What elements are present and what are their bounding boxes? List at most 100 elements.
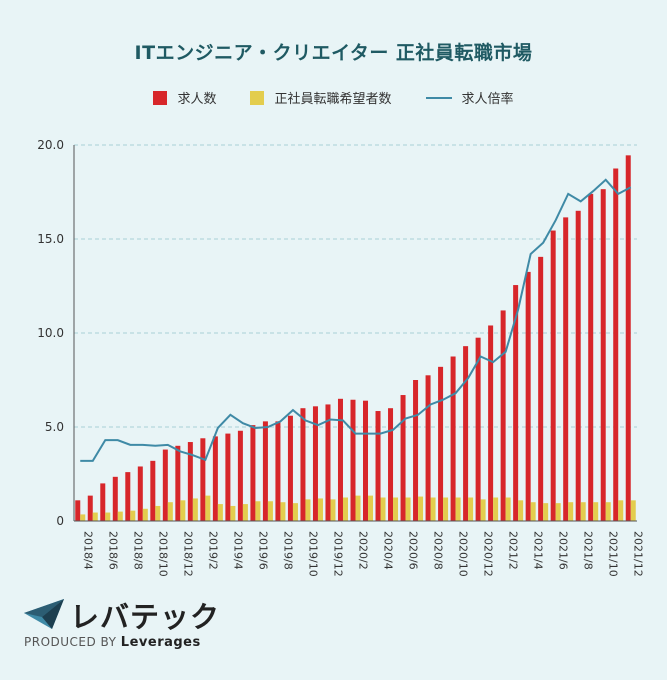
company-name: Leverages [120, 635, 201, 650]
x-tick-label: 2018/10 [156, 531, 169, 577]
bar-job-openings [125, 472, 131, 521]
bar-applicants [217, 504, 223, 521]
bar-applicants [605, 502, 611, 521]
bar-job-openings [87, 495, 93, 521]
chart-plot: 20.0 15.0 10.0 5.0 0 2018/4 2018/6 2018/8 2018/1… [37, 138, 645, 577]
x-tick-label: 2021/2 [507, 531, 520, 570]
bar-applicants [292, 503, 298, 521]
bar-job-openings [162, 449, 168, 521]
x-tick-label: 2018/6 [106, 531, 119, 570]
bar-applicants [468, 497, 474, 521]
legend-swatch-applicants [250, 90, 265, 105]
x-tick-label: 2020/2 [357, 531, 370, 570]
bar-applicants [543, 503, 549, 521]
bar-job-openings [187, 442, 193, 521]
bar-job-openings [275, 421, 281, 521]
legend-label-applicants: 正社員転職希望者数 [274, 92, 392, 107]
bar-applicants [142, 508, 148, 521]
x-tick-label: 2019/8 [281, 531, 294, 570]
x-tick-label: 2020/12 [482, 531, 495, 577]
bar-job-openings [337, 398, 343, 521]
bar-job-openings [312, 406, 318, 521]
bar-job-openings [388, 408, 394, 521]
bar-job-openings [175, 445, 181, 521]
bar-job-openings [575, 210, 581, 522]
bar-job-openings [225, 433, 231, 521]
x-tick-label: 2021/8 [582, 531, 595, 570]
legend-swatch-ratio [425, 96, 452, 99]
produced-by: PRODUCED BY Leverages [24, 635, 201, 650]
bar-job-openings [200, 438, 206, 521]
bar-applicants [255, 501, 261, 521]
bar-job-openings [500, 310, 506, 521]
bar-applicants [280, 502, 286, 521]
bar-job-openings [488, 325, 494, 521]
bar-job-openings [212, 436, 218, 521]
legend-item-ratio: 求人倍率 [425, 88, 514, 107]
bar-job-openings [588, 193, 594, 521]
x-tick-label: 2019/10 [306, 531, 319, 577]
bar-applicants [430, 497, 436, 521]
bar-applicants [330, 499, 336, 521]
x-tick-label: 2021/4 [532, 531, 545, 570]
x-tick-label: 2018/8 [131, 531, 144, 570]
bar-applicants [405, 497, 411, 521]
bar-applicants [342, 497, 348, 521]
bar-applicants [192, 498, 198, 521]
bar-job-openings [250, 425, 256, 521]
bar-applicants [418, 496, 424, 521]
bar-applicants [167, 502, 173, 521]
bar-applicants [618, 500, 624, 521]
bar-job-openings [100, 483, 106, 521]
y-tick-label: 20.0 [37, 138, 64, 152]
bar-applicants [242, 504, 248, 521]
bar-job-openings [363, 400, 369, 521]
x-tick-label: 2019/2 [206, 531, 219, 570]
bar-job-openings [287, 415, 293, 521]
x-tick-label: 2021/12 [632, 531, 645, 577]
bar-applicants [317, 498, 323, 521]
bar-job-openings [600, 189, 606, 521]
bar-job-openings [413, 380, 419, 521]
chart-title: ITエンジニア・クリエイター 正社員転職市場 [134, 42, 533, 64]
bar-applicants [92, 512, 98, 521]
bar-job-openings [475, 337, 481, 521]
bar-job-openings [525, 271, 531, 521]
x-tick-label: 2019/4 [231, 531, 244, 570]
bar-job-openings [75, 500, 81, 521]
y-tick-label: 10.0 [37, 326, 64, 340]
x-tick-label: 2020/4 [382, 531, 395, 570]
bar-applicants [480, 499, 486, 521]
line-ratio [80, 178, 632, 462]
bar-job-openings [137, 466, 143, 521]
bar-applicants [305, 499, 311, 521]
produced-by-label: PRODUCED BY [24, 635, 117, 649]
legend-label-ratio: 求人倍率 [461, 92, 514, 107]
bar-applicants [267, 501, 273, 521]
bar-job-openings [400, 395, 406, 521]
bar-job-openings [300, 408, 306, 521]
leverages-logo-icon [24, 599, 64, 629]
bar-applicants [555, 503, 561, 521]
legend-item-openings: 求人数 [153, 88, 216, 107]
bar-applicants [530, 502, 536, 521]
brand-name: レバテック [70, 600, 221, 634]
bar-job-openings [425, 375, 431, 521]
legend-label-openings: 求人数 [177, 92, 217, 107]
bar-applicants [355, 495, 361, 521]
bar-job-openings [463, 346, 469, 521]
bar-job-openings [237, 430, 243, 521]
bar-applicants [80, 514, 86, 521]
bar-applicants [505, 497, 511, 521]
bar-applicants [155, 505, 161, 521]
legend-item-applicants: 正社員転職希望者数 [250, 88, 392, 107]
bar-job-openings [438, 366, 444, 521]
bar-applicants [518, 500, 524, 521]
bar-job-openings [262, 421, 268, 521]
bar-job-openings [613, 168, 619, 521]
y-tick-label: 0 [56, 514, 64, 528]
bar-applicants [180, 500, 186, 521]
bar-job-openings [625, 155, 631, 521]
x-tick-label: 2020/10 [457, 531, 470, 577]
bar-applicants [393, 497, 399, 521]
